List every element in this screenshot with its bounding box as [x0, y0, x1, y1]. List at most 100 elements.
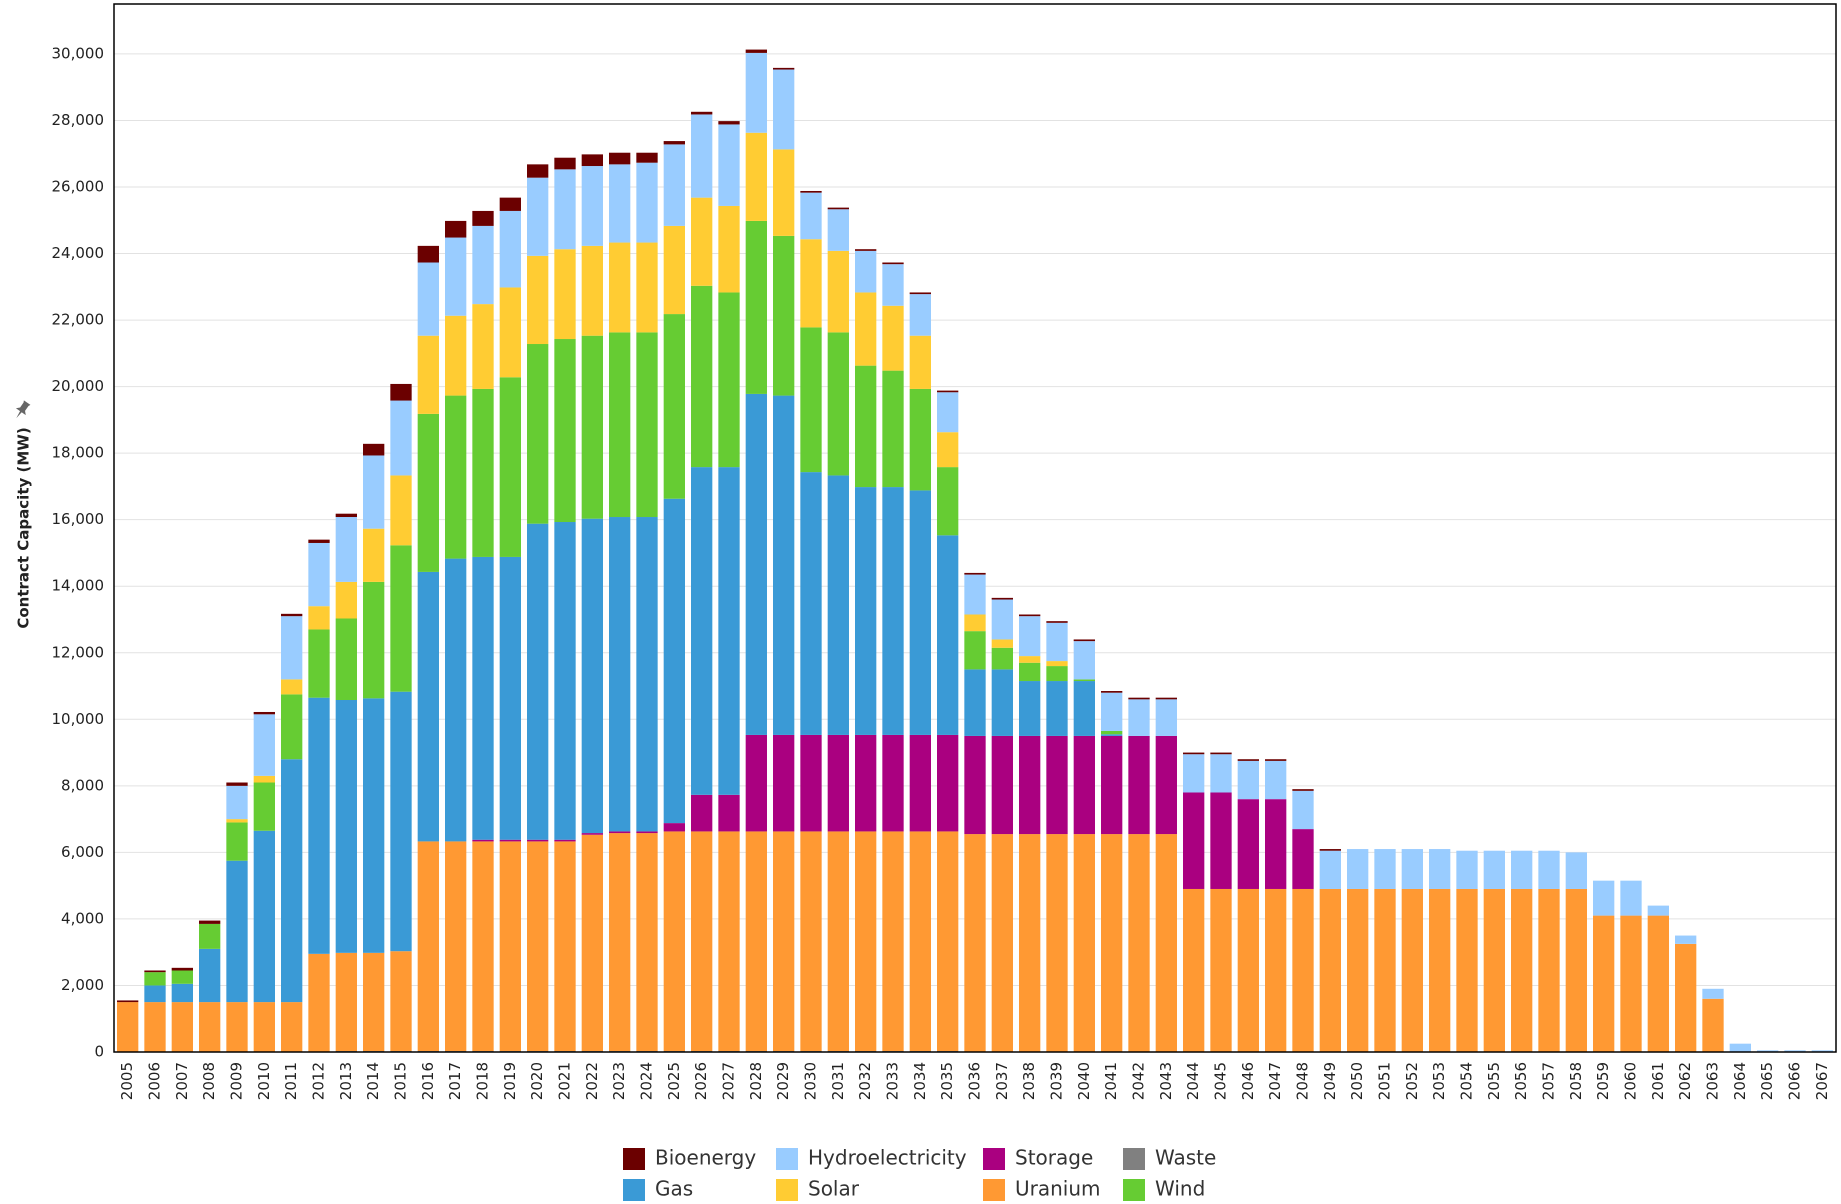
bar-segment [1046, 834, 1068, 1052]
bar-segment [800, 192, 822, 240]
bar-segment [253, 714, 275, 776]
bar-segment [445, 237, 467, 316]
bar-segment [827, 831, 849, 1052]
legend-label: Gas [655, 1177, 693, 1201]
x-tick-label: 2047 [1266, 1062, 1284, 1100]
bar-segment [445, 220, 467, 238]
bar-segment [909, 831, 931, 1052]
bar-segment [991, 647, 1013, 670]
x-tick-label: 2021 [556, 1062, 574, 1100]
x-tick-label: 2061 [1649, 1062, 1667, 1100]
bar-segment [827, 209, 849, 251]
bar-segment [144, 970, 166, 973]
bar-segment [499, 377, 521, 557]
bar-segment [335, 700, 357, 953]
y-tick-label: 26,000 [52, 177, 105, 195]
x-tick-label: 2053 [1430, 1062, 1448, 1100]
bar-segment [745, 49, 767, 53]
legend-label: Waste [1155, 1146, 1216, 1170]
bar-segment [1538, 888, 1560, 1052]
y-tick-label: 10,000 [52, 710, 105, 728]
x-tick-label: 2005 [118, 1062, 136, 1100]
bar-segment [609, 332, 631, 518]
x-tick-label: 2029 [774, 1062, 792, 1100]
bar-segment [827, 475, 849, 735]
bar-segment [1210, 792, 1232, 889]
bar-segment [1019, 735, 1041, 835]
bar-segment [281, 613, 303, 617]
bar-segment [1210, 754, 1232, 793]
bar-segment [308, 539, 330, 543]
x-tick-label: 2022 [583, 1062, 601, 1100]
bar-segment [308, 542, 330, 607]
bar-segment [1237, 760, 1259, 800]
bar-segment [882, 264, 904, 306]
bar-segment [1429, 849, 1451, 889]
bar-segment [909, 734, 931, 832]
bar-segment [1456, 888, 1478, 1052]
bar-segment [527, 841, 549, 1052]
bar-segment [964, 834, 986, 1052]
bar-segment [937, 392, 959, 433]
bar-segment [1593, 880, 1615, 916]
bar-segment [636, 332, 658, 518]
pin-icon[interactable] [11, 399, 32, 421]
bar-segment [281, 694, 303, 760]
bar-segment [636, 831, 658, 834]
x-tick-label: 2027 [720, 1062, 738, 1100]
bar-segment [499, 839, 521, 842]
bar-segment [1210, 752, 1232, 755]
x-tick-label: 2019 [501, 1062, 519, 1100]
x-tick-label: 2048 [1294, 1062, 1312, 1100]
bar-segment [417, 413, 439, 572]
bar-segment [1237, 759, 1259, 761]
bar-segment [691, 114, 713, 198]
bar-segment [882, 370, 904, 488]
bar-segment [718, 121, 740, 125]
bar-segment [144, 985, 166, 1003]
bar-segment [773, 235, 795, 396]
bar-segment [527, 839, 549, 842]
bar-segment [527, 255, 549, 345]
bar-segment [691, 794, 713, 832]
bar-segment [390, 475, 412, 546]
bar-segment [335, 618, 357, 701]
legend-swatch [983, 1148, 1005, 1170]
x-tick-label: 2016 [419, 1062, 437, 1100]
bar-segment [773, 69, 795, 150]
bar-segment [855, 249, 877, 251]
x-tick-label: 2049 [1321, 1062, 1339, 1100]
y-tick-label: 28,000 [52, 111, 105, 129]
x-tick-label: 2033 [884, 1062, 902, 1100]
x-tick-label: 2034 [911, 1062, 929, 1100]
bar-segment [855, 292, 877, 366]
bar-segment [1811, 1050, 1833, 1052]
bar-segment [663, 498, 685, 824]
legend-swatch [623, 1179, 645, 1201]
bar-segment [472, 839, 494, 842]
bar-segment [1101, 692, 1123, 731]
bar-segment [554, 169, 576, 250]
bar-segment [199, 948, 221, 1003]
y-axis-title: Contract Capacity (MW) [15, 427, 33, 628]
bar-segment [800, 734, 822, 832]
x-tick-label: 2054 [1458, 1062, 1476, 1100]
bar-segment [527, 177, 549, 256]
bar-segment [827, 250, 849, 333]
legend-label: Wind [1155, 1177, 1205, 1201]
bar-segment [1183, 792, 1205, 889]
legend-swatch [1123, 1179, 1145, 1201]
x-tick-label: 2017 [446, 1062, 464, 1100]
bar-segment [1647, 915, 1669, 1052]
bar-segment [1319, 850, 1341, 889]
x-tick-label: 2032 [856, 1062, 874, 1100]
bar-segment [199, 920, 221, 924]
bar-segment [691, 111, 713, 115]
bar-segment [1101, 691, 1123, 693]
bar-segment [1046, 621, 1068, 623]
x-tick-label: 2018 [474, 1062, 492, 1100]
y-tick-label: 20,000 [52, 377, 105, 395]
bar-segment [1265, 760, 1287, 800]
bar-segment [1155, 697, 1177, 700]
bar-segment [691, 285, 713, 468]
